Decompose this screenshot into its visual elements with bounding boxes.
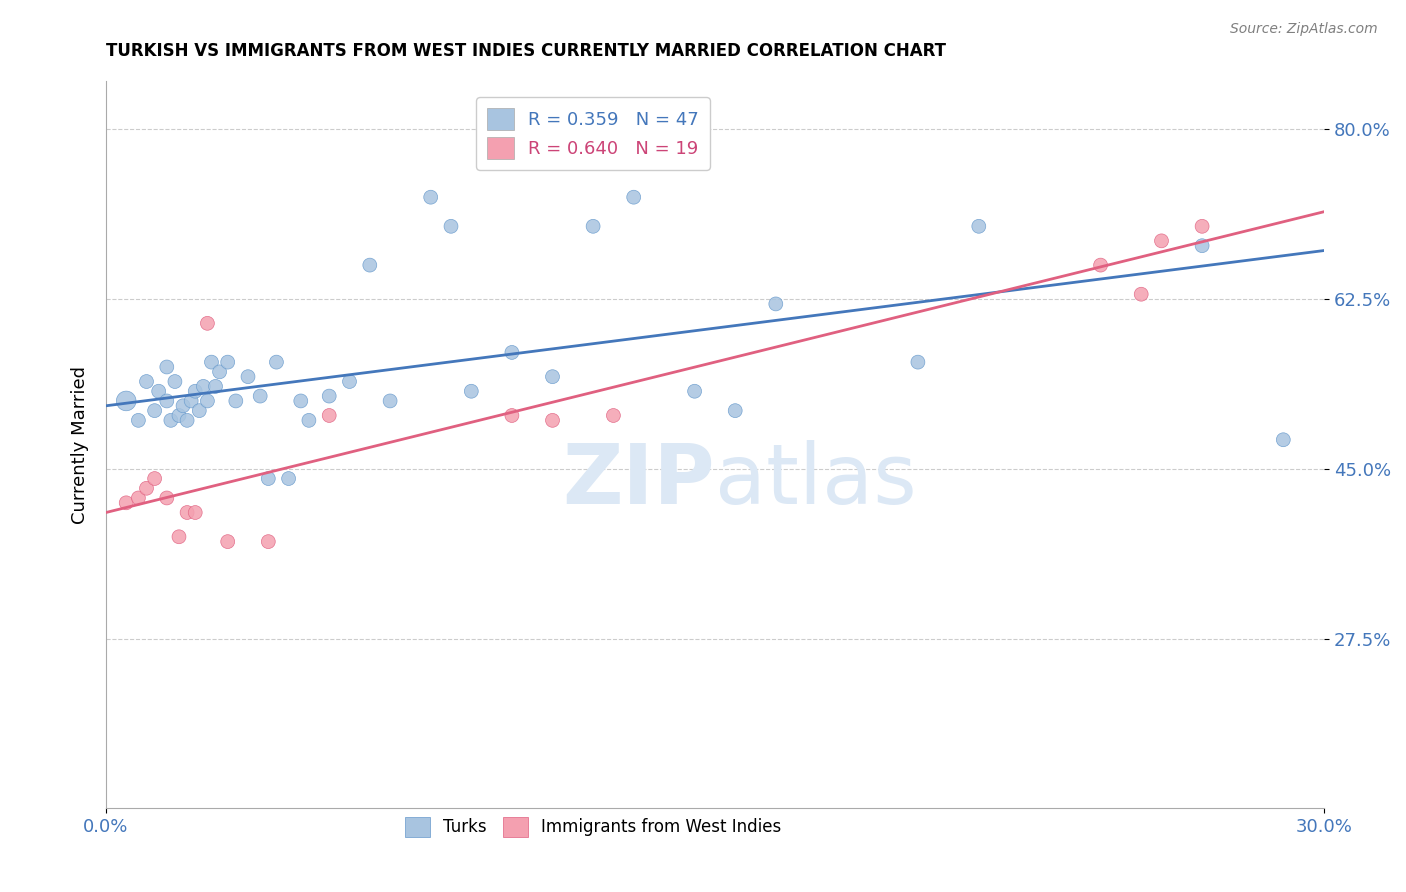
Point: [127, 413, 149, 427]
Point: [217, 534, 239, 549]
Point: [184, 506, 207, 520]
Point: [318, 409, 340, 423]
Point: [967, 219, 990, 234]
Text: atlas: atlas: [714, 441, 917, 522]
Point: [501, 409, 523, 423]
Point: [197, 393, 219, 408]
Point: [501, 345, 523, 359]
Point: [1130, 287, 1153, 301]
Point: [127, 491, 149, 505]
Y-axis label: Currently Married: Currently Married: [72, 366, 89, 524]
Point: [172, 399, 194, 413]
Point: [160, 413, 183, 427]
Point: [765, 297, 787, 311]
Point: [541, 369, 564, 384]
Legend: Turks, Immigrants from West Indies: Turks, Immigrants from West Indies: [398, 810, 789, 844]
Point: [1191, 219, 1213, 234]
Point: [148, 384, 170, 399]
Point: [257, 472, 280, 486]
Point: [197, 316, 219, 330]
Point: [167, 530, 190, 544]
Point: [378, 393, 401, 408]
Point: [176, 413, 198, 427]
Point: [135, 481, 157, 495]
Point: [143, 403, 166, 417]
Point: [193, 379, 215, 393]
Point: [184, 384, 207, 399]
Point: [156, 393, 179, 408]
Point: [298, 413, 321, 427]
Point: [188, 403, 211, 417]
Point: [115, 393, 138, 408]
Text: ZIP: ZIP: [562, 441, 714, 522]
Point: [156, 491, 179, 505]
Point: [318, 389, 340, 403]
Point: [582, 219, 605, 234]
Point: [339, 375, 361, 389]
Point: [359, 258, 381, 272]
Point: [266, 355, 288, 369]
Point: [115, 496, 138, 510]
Point: [419, 190, 441, 204]
Point: [683, 384, 706, 399]
Point: [1272, 433, 1295, 447]
Point: [156, 359, 179, 374]
Point: [460, 384, 482, 399]
Point: [143, 472, 166, 486]
Point: [257, 534, 280, 549]
Point: [724, 403, 747, 417]
Text: Source: ZipAtlas.com: Source: ZipAtlas.com: [1230, 22, 1378, 37]
Point: [1090, 258, 1112, 272]
Point: [277, 472, 299, 486]
Text: TURKISH VS IMMIGRANTS FROM WEST INDIES CURRENTLY MARRIED CORRELATION CHART: TURKISH VS IMMIGRANTS FROM WEST INDIES C…: [105, 42, 946, 60]
Point: [236, 369, 259, 384]
Point: [180, 393, 202, 408]
Point: [135, 375, 157, 389]
Point: [167, 409, 190, 423]
Point: [1191, 238, 1213, 252]
Point: [290, 393, 312, 408]
Point: [541, 413, 564, 427]
Point: [208, 365, 231, 379]
Point: [440, 219, 463, 234]
Point: [249, 389, 271, 403]
Point: [204, 379, 226, 393]
Point: [163, 375, 186, 389]
Point: [907, 355, 929, 369]
Point: [225, 393, 247, 408]
Point: [176, 506, 198, 520]
Point: [623, 190, 645, 204]
Point: [217, 355, 239, 369]
Point: [602, 409, 624, 423]
Point: [200, 355, 222, 369]
Point: [1150, 234, 1173, 248]
